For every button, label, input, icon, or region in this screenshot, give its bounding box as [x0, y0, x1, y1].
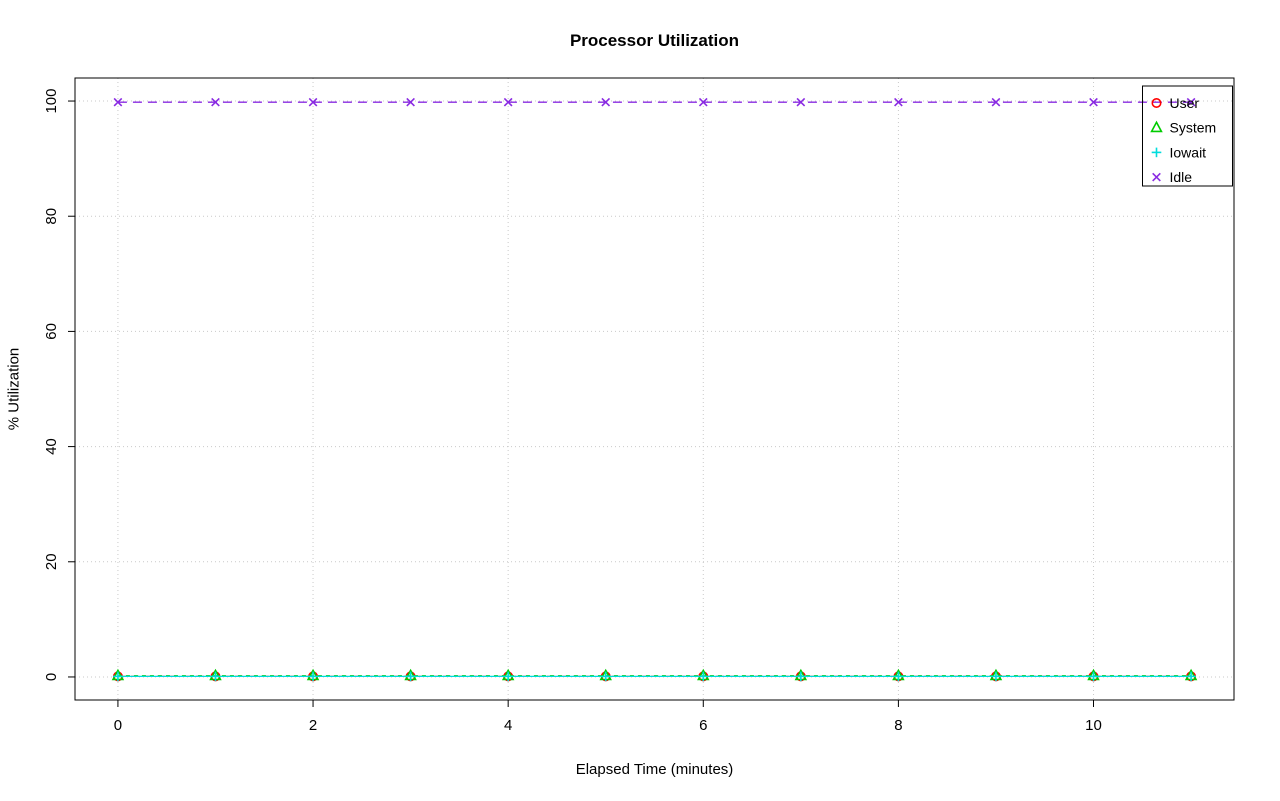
marker-x — [796, 97, 806, 107]
chart-title: Processor Utilization — [569, 31, 740, 50]
marker-plus — [1088, 671, 1099, 682]
marker-plus — [1186, 671, 1196, 682]
legend-label-iowait: Iowait — [1170, 144, 1207, 160]
series-system — [111, 668, 1198, 681]
legend: User System Iowait Idle — [1142, 85, 1233, 187]
plot-box — [74, 77, 1235, 701]
legend-box — [1142, 85, 1233, 187]
x-axis-label: Elapsed Time (minutes) — [575, 761, 734, 778]
marker-plus — [405, 671, 416, 682]
marker-x — [1186, 97, 1196, 107]
y-tick-label: 60 — [43, 323, 60, 340]
marker-plus — [991, 671, 1001, 682]
y-tick-label: 100 — [43, 89, 60, 114]
marker-x — [601, 97, 611, 107]
legend-label-user: User — [1170, 95, 1200, 111]
x-tick-label: 6 — [699, 717, 707, 734]
marker-plus — [600, 671, 611, 682]
marker-x — [308, 97, 318, 107]
marker-x — [894, 97, 903, 107]
y-tick-label: 20 — [43, 553, 60, 570]
y-tick-label: 40 — [43, 438, 60, 455]
marker-circle — [1151, 98, 1162, 109]
series-idle — [113, 97, 1196, 107]
marker-x — [113, 97, 123, 107]
marker-plus — [503, 671, 513, 682]
marker-x — [1089, 97, 1098, 107]
x-tick-label: 4 — [504, 717, 512, 734]
x-tick-label: 10 — [1085, 717, 1102, 734]
gridlines — [75, 78, 1234, 700]
marker-plus — [796, 671, 806, 682]
x-tick-label: 2 — [309, 717, 317, 734]
marker-triangle — [1150, 120, 1163, 133]
marker-plus — [308, 671, 318, 682]
marker-plus — [1151, 147, 1162, 158]
y-tick-label: 80 — [43, 208, 60, 225]
marker-x — [406, 97, 415, 107]
marker-x — [1152, 172, 1161, 182]
marker-plus — [893, 671, 904, 682]
marker-plus — [698, 671, 709, 682]
x-tick-label: 0 — [114, 717, 122, 734]
y-axis-label: % Utilization — [5, 347, 23, 431]
series-iowait — [113, 671, 1196, 682]
legend-label-idle: Idle — [1170, 169, 1193, 185]
marker-plus — [210, 671, 221, 682]
marker-x — [503, 97, 513, 107]
marker-x — [991, 97, 1001, 107]
legend-label-system: System — [1170, 120, 1217, 136]
marker-plus — [113, 671, 123, 682]
y-tick-label: 0 — [43, 673, 60, 681]
marker-x — [211, 97, 220, 107]
x-tick-label: 8 — [894, 717, 902, 734]
marker-x — [698, 97, 708, 107]
